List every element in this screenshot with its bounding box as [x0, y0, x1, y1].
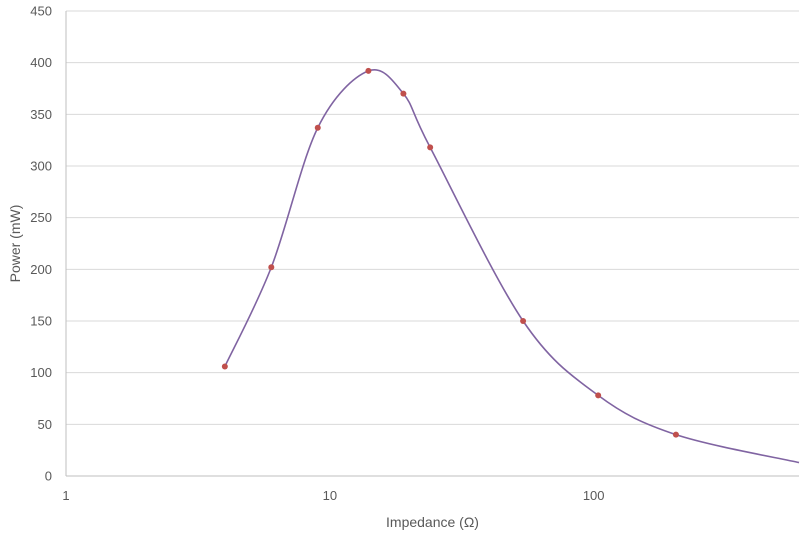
x-axis-title: Impedance (Ω) — [386, 514, 479, 530]
y-tick-label: 150 — [30, 314, 52, 329]
y-tick-label: 250 — [30, 210, 52, 225]
data-point — [400, 90, 407, 97]
data-point — [268, 264, 275, 271]
x-tick-label: 10 — [323, 488, 337, 503]
y-tick-label: 50 — [38, 417, 52, 432]
data-point — [595, 392, 602, 399]
data-point — [221, 363, 228, 370]
y-tick-label: 300 — [30, 159, 52, 174]
gridlines — [66, 10, 799, 425]
y-tick-label: 350 — [30, 107, 52, 122]
tick-labels: 0 50 100 150 200 250 300 350 400 450 1 10 100 — [30, 4, 604, 504]
data-point — [672, 431, 679, 438]
curve-layer — [224, 68, 800, 464]
data-point — [427, 144, 434, 151]
x-tick-label: 100 — [583, 488, 605, 503]
axes — [65, 11, 799, 477]
y-tick-label: 100 — [30, 365, 52, 380]
y-tick-label: 0 — [45, 469, 52, 484]
data-point — [314, 124, 321, 131]
x-tick-label: 1 — [62, 488, 69, 503]
data-point — [365, 67, 372, 74]
y-axis-title: Power (mW) — [7, 205, 23, 283]
point-layer — [221, 67, 679, 438]
y-tick-label: 400 — [30, 55, 52, 70]
data-point — [520, 318, 527, 324]
y-tick-label: 450 — [30, 4, 52, 19]
fitted-curve — [224, 68, 800, 464]
y-tick-label: 200 — [30, 262, 52, 277]
